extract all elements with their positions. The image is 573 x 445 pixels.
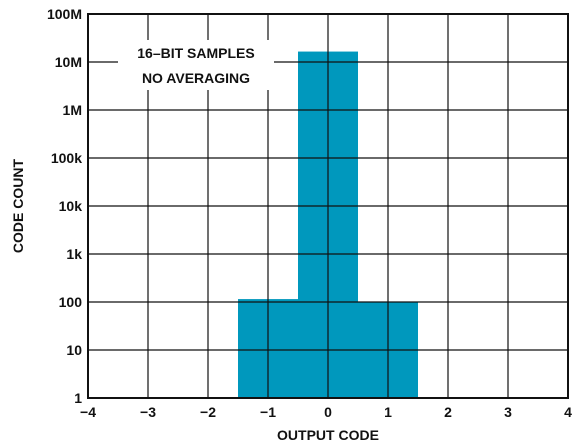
y-tick-label: 1M (63, 102, 82, 118)
y-tick-label: 100 (59, 294, 83, 310)
y-tick-label: 100M (47, 6, 82, 22)
x-tick-label: −4 (80, 404, 96, 420)
y-tick-label: 10k (59, 198, 83, 214)
x-tick-labels: −4 −3 −2 −1 0 1 2 3 4 (80, 404, 572, 420)
annotation-line-1: 16–BIT SAMPLES (137, 45, 254, 61)
x-axis-title: OUTPUT CODE (277, 427, 379, 443)
x-tick-label: −3 (140, 404, 156, 420)
x-tick-label: −2 (200, 404, 216, 420)
y-tick-label: 10 (66, 342, 82, 358)
annotation-background (118, 40, 274, 90)
x-tick-label: 0 (324, 404, 332, 420)
annotation-box: 16–BIT SAMPLES NO AVERAGING (118, 40, 274, 90)
y-tick-label: 1k (66, 246, 82, 262)
annotation-line-2: NO AVERAGING (142, 70, 250, 86)
x-tick-label: 3 (504, 404, 512, 420)
x-tick-label: 1 (384, 404, 392, 420)
plot-frame (87, 13, 569, 399)
y-tick-label: 10M (55, 54, 82, 70)
y-tick-label: 1 (74, 390, 82, 406)
y-tick-label: 100k (51, 150, 82, 166)
y-axis-title: CODE COUNT (10, 159, 26, 254)
x-tick-label: −1 (260, 404, 276, 420)
x-tick-label: 2 (444, 404, 452, 420)
y-tick-labels: 1 10 100 1k 10k 100k 1M 10M 100M (47, 6, 82, 406)
x-tick-label: 4 (564, 404, 572, 420)
